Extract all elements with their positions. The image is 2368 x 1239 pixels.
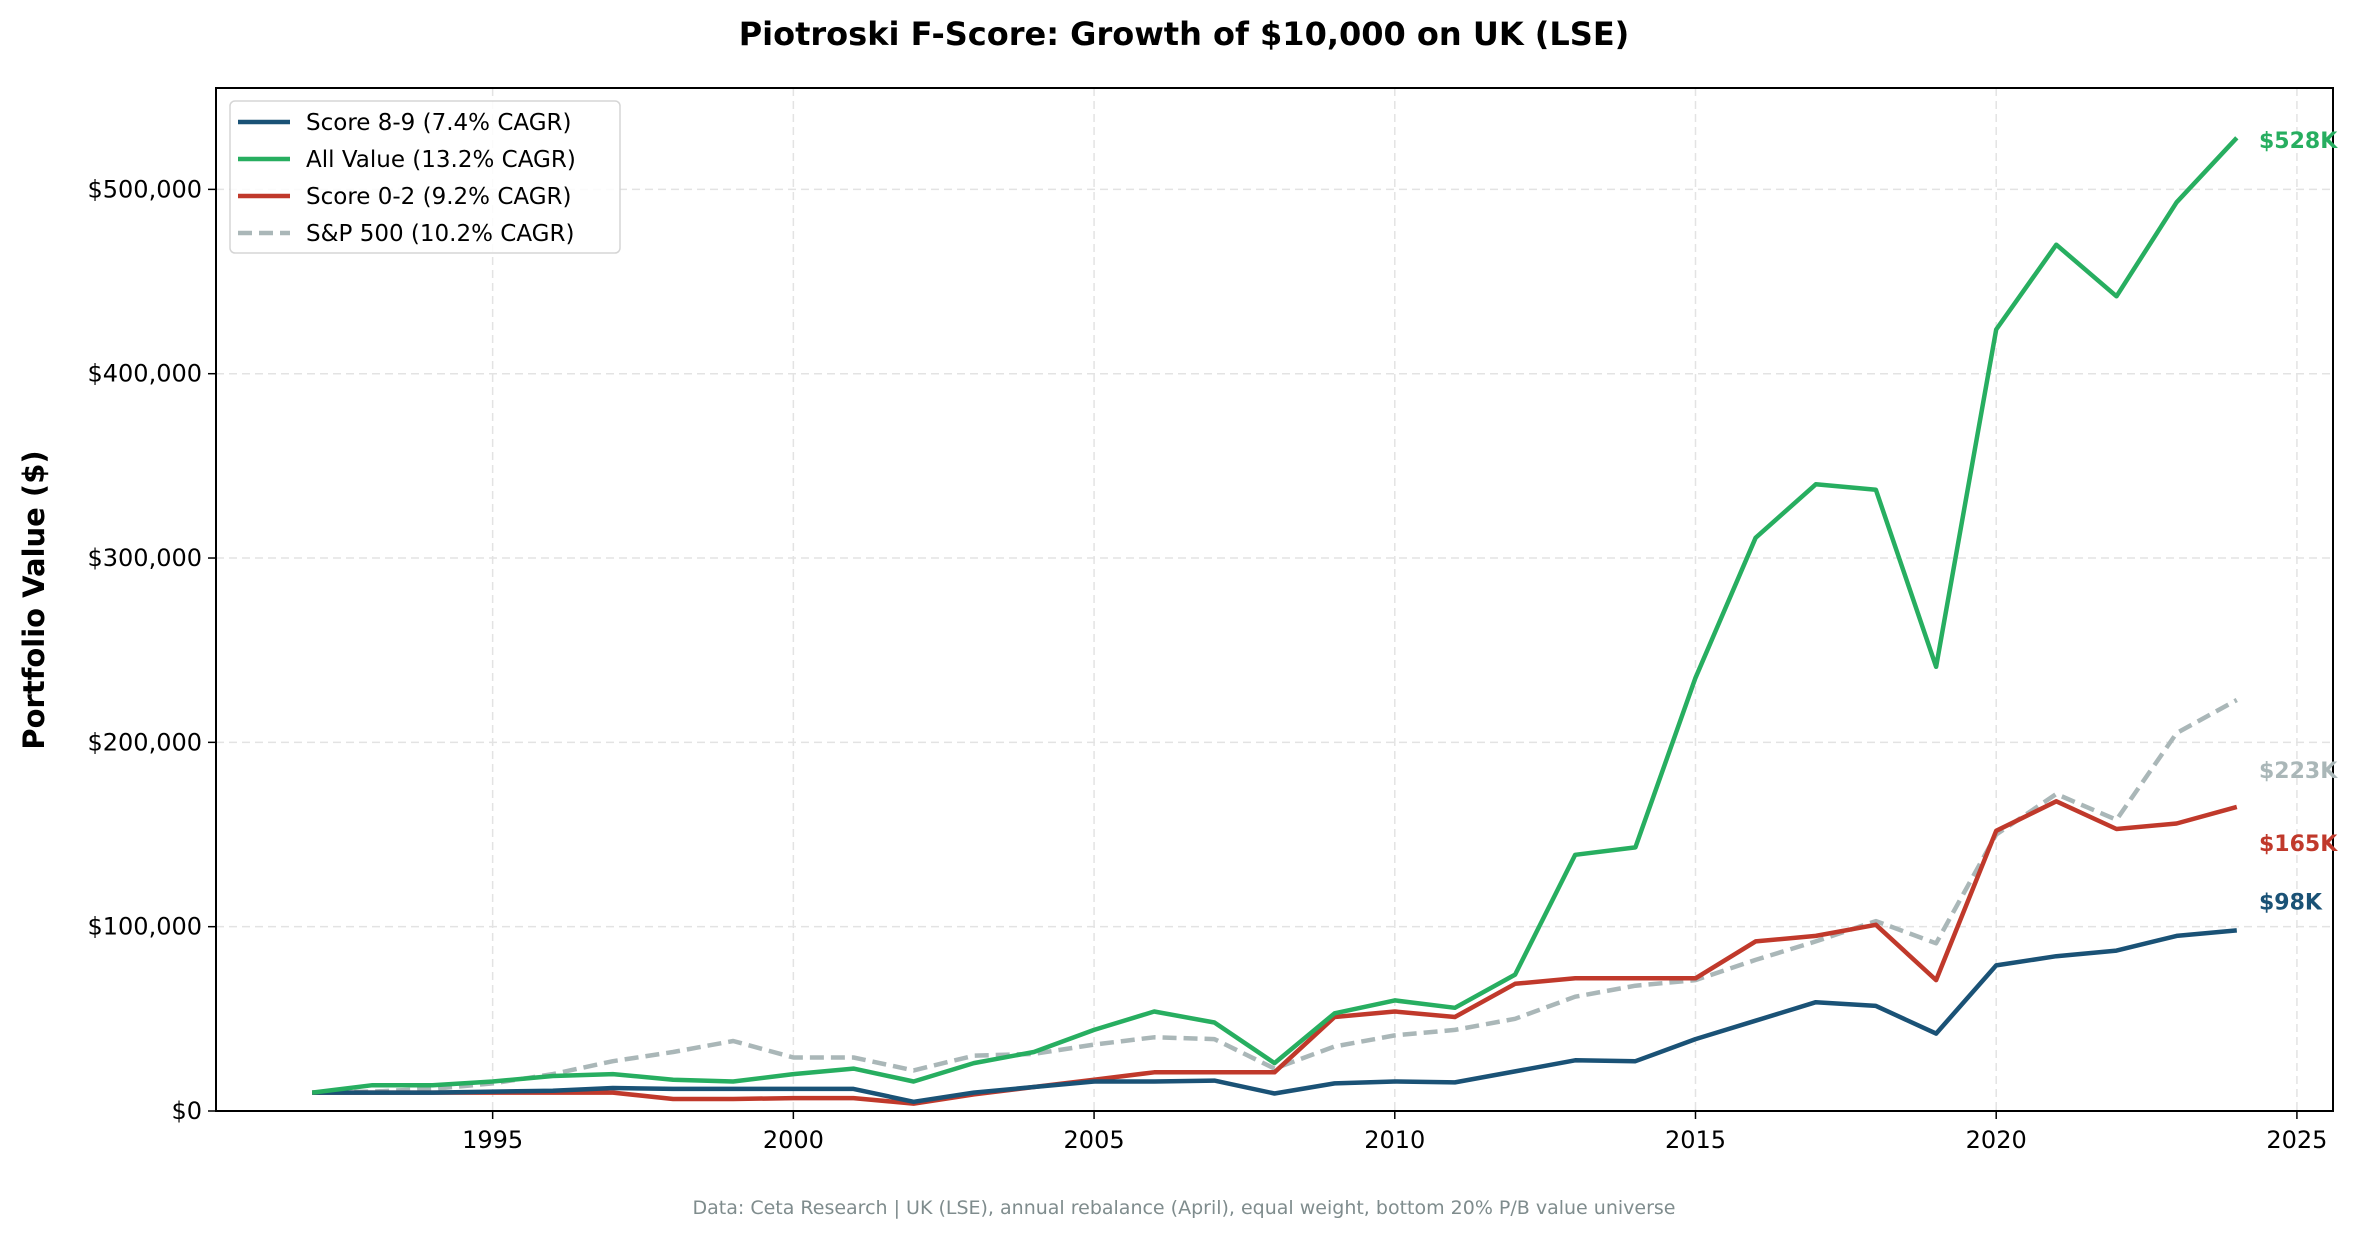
x-tick-label: 2015 (1665, 1126, 1726, 1154)
series-line-0 (312, 928, 2238, 1105)
y-tick-label: $300,000 (87, 544, 202, 572)
axes: 1995 2000 2005 2010 2015 2020 2025 $0 $100,000 $2… (87, 87, 2334, 1154)
y-tick-label: $400,000 (87, 360, 202, 388)
end-label: $98K (2259, 890, 2323, 915)
x-tick-label: 1995 (462, 1126, 523, 1154)
grid (216, 88, 2333, 1112)
legend-entry: All Value (13.2% CAGR) (306, 147, 576, 173)
x-tick-label: 2005 (1064, 1126, 1125, 1154)
legend-entry: Score 0-2 (9.2% CAGR) (306, 184, 572, 210)
x-tick-label: 2010 (1364, 1126, 1425, 1154)
chart-title: Piotroski F-Score: Growth of $10,000 on … (739, 15, 1630, 53)
series-line-2 (312, 799, 2238, 1106)
x-tick-label: 2000 (763, 1126, 824, 1154)
legend: Score 8-9 (7.4% CAGR) All Value (13.2% CA… (229, 100, 621, 254)
end-labels: $98K $528K $165K $223K (2259, 129, 2338, 916)
y-tick-label: $100,000 (87, 913, 202, 941)
plot-frame (215, 87, 2334, 1112)
y-tick-label: $0 (171, 1097, 202, 1125)
legend-box (229, 100, 621, 254)
end-label: $223K (2259, 759, 2338, 784)
footer-note: Data: Ceta Research | UK (LSE), annual r… (693, 1197, 1676, 1219)
legend-entry: Score 8-9 (7.4% CAGR) (306, 110, 572, 136)
x-tick-label: 2025 (2266, 1126, 2327, 1154)
series-lines (311, 136, 2239, 1106)
y-tick-label: $500,000 (87, 175, 202, 203)
y-tick-label: $200,000 (87, 728, 202, 756)
end-label: $528K (2259, 129, 2338, 154)
y-axis-label: Portfolio Value ($) (17, 450, 51, 749)
series-line-1 (311, 136, 2239, 1095)
x-tick-label: 2020 (1966, 1126, 2027, 1154)
end-label: $165K (2259, 832, 2338, 857)
series-line-3 (312, 698, 2238, 1095)
legend-entry: S&P 500 (10.2% CAGR) (306, 221, 574, 247)
